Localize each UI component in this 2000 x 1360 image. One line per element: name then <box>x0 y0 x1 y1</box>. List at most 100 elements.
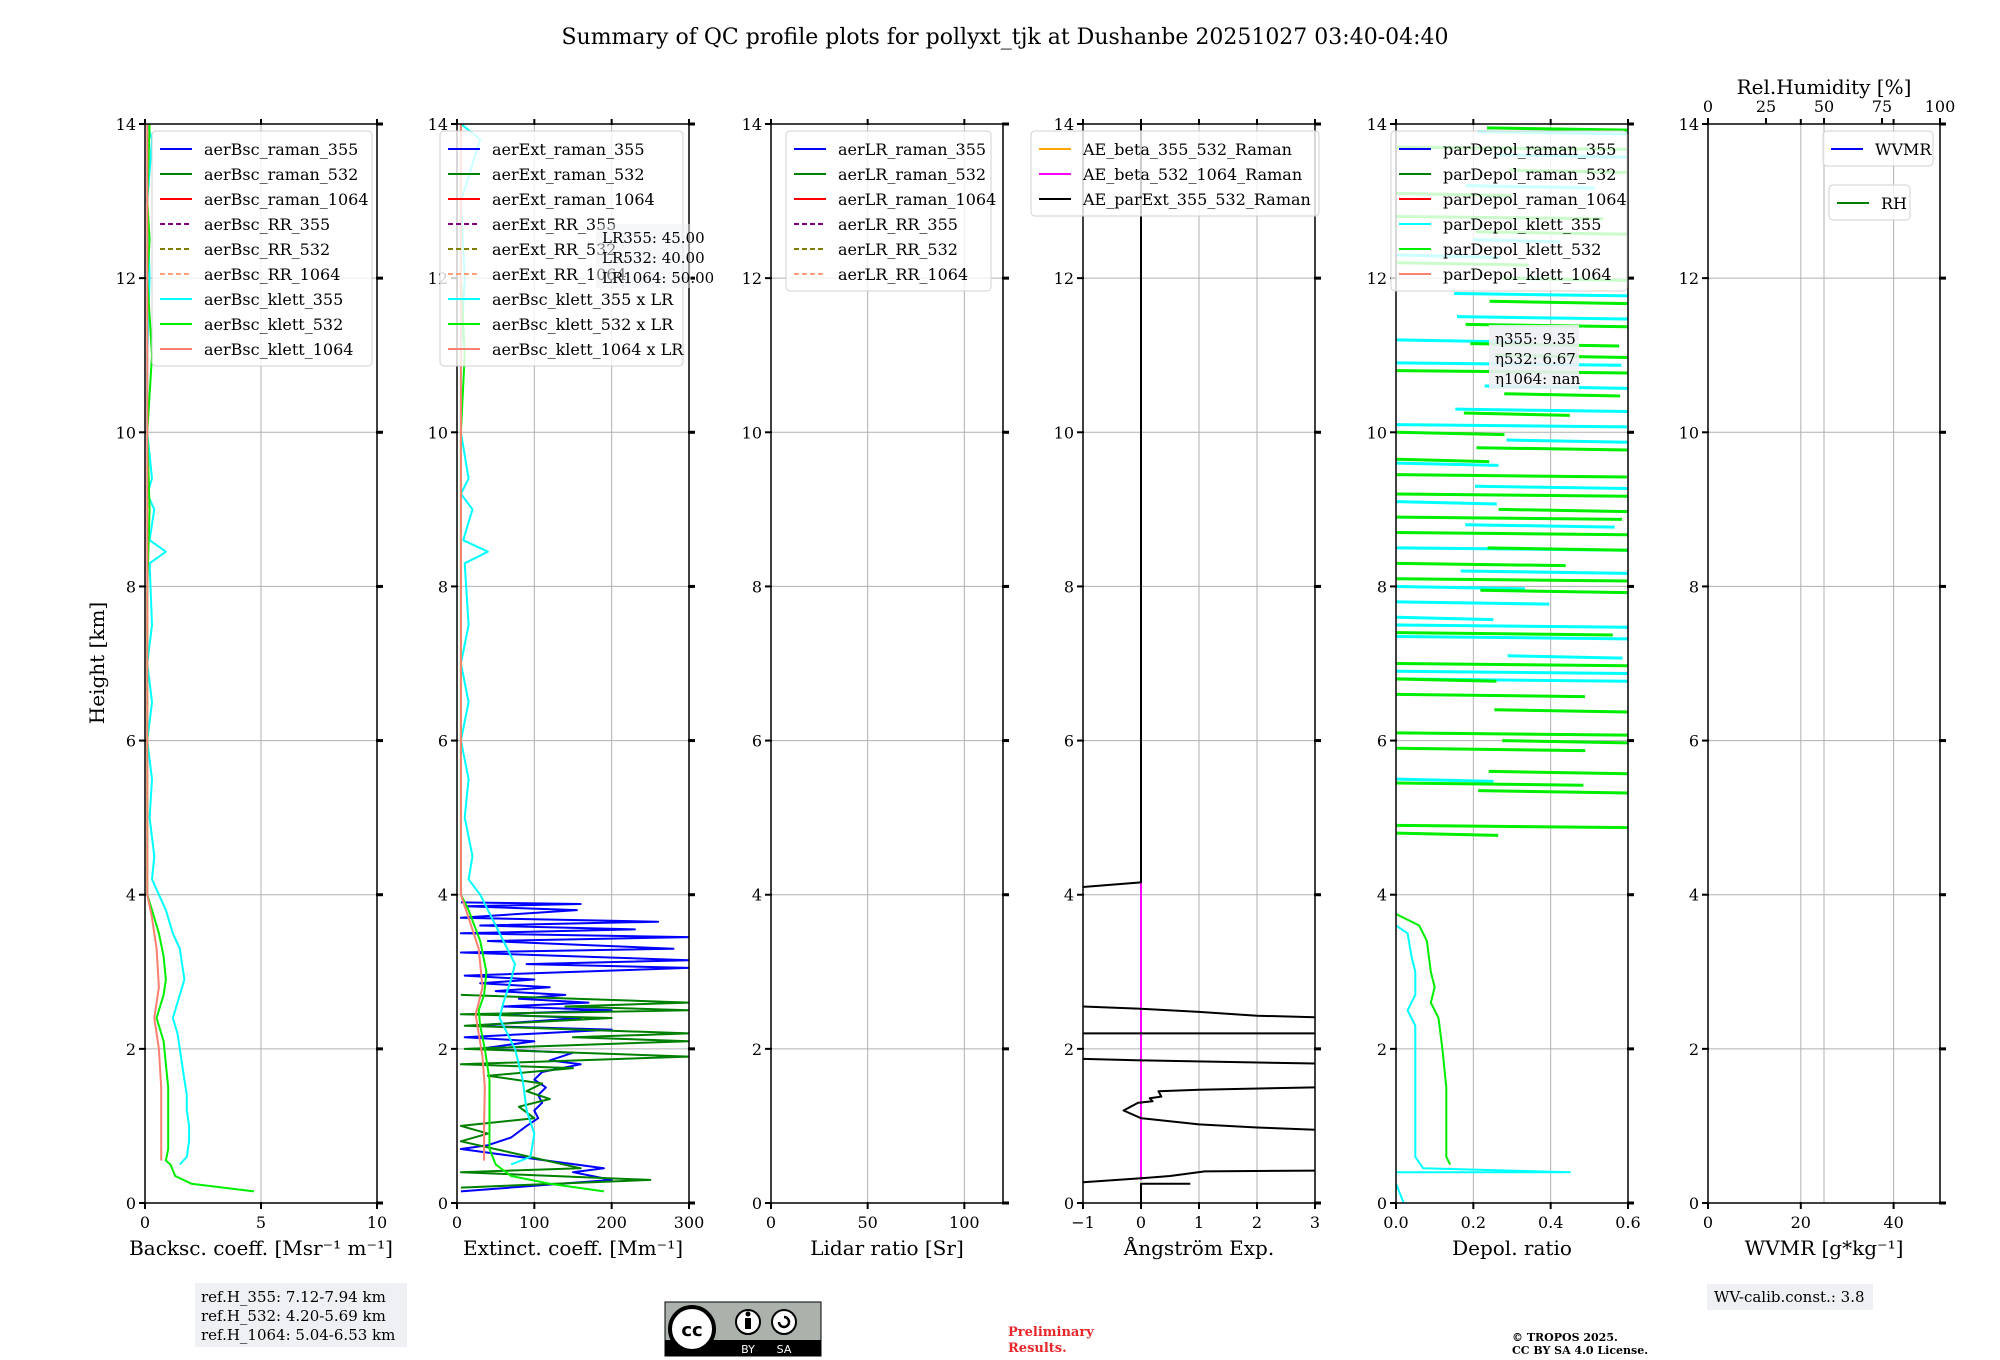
y-tick-label: 14 <box>1054 115 1074 134</box>
x-tick-label: 10 <box>367 1213 387 1232</box>
axes-frame <box>1395 123 1629 1204</box>
y-tick-label: 8 <box>752 577 762 596</box>
depol-klett-532-streak <box>1504 392 1621 398</box>
depol-klett-355-streak <box>1456 315 1628 321</box>
ref-height-1064: ref.H_1064: 5.04-6.53 km <box>201 1326 395 1344</box>
legend-label: aerBsc_klett_355 x LR <box>492 290 674 309</box>
legend-label: aerBsc_raman_355 <box>204 140 358 159</box>
panel-depolarization: 0 2 4 6 8 10 12 14 0.0 0.2 0.4 0.6 Depol. ratio parDe… <box>1367 115 1641 1260</box>
depol-klett-532-streak <box>1396 746 1586 753</box>
x-axis-label: WVMR [g*kg⁻¹] <box>1745 1236 1904 1260</box>
y-tick-label: 6 <box>1064 732 1074 751</box>
depol-klett-532-streak <box>1396 677 1497 683</box>
depol-klett-532-streak <box>1396 457 1490 464</box>
depol-klett-532-streak <box>1476 446 1628 452</box>
y-tick-label: 8 <box>126 577 136 596</box>
y-tick-label: 0 <box>1689 1194 1699 1213</box>
series-line-aerbsc-klett-1064 <box>146 124 163 1161</box>
legend-label: aerBsc_raman_532 <box>204 165 358 184</box>
depol-klett-532-streak <box>1396 515 1622 521</box>
by-person-body <box>745 1318 751 1329</box>
series-line-aerext-raman-355 <box>459 901 689 1193</box>
y-tick-label: 2 <box>1377 1040 1387 1059</box>
sa-arrow <box>777 1315 791 1329</box>
depol-klett-532-streak <box>1396 492 1628 498</box>
legend-label: aerLR_RR_532 <box>838 240 958 259</box>
preliminary-results-line2: Results. <box>1008 1341 1067 1356</box>
depol-klett-355-streak <box>1396 584 1526 591</box>
depol-klett-532-streak <box>1396 692 1585 699</box>
x-axis-label: Backsc. coeff. [Msr⁻¹ m⁻¹] <box>129 1236 393 1260</box>
by-person-head <box>745 1311 751 1317</box>
annotation-text: η1064: nan <box>1495 370 1581 388</box>
cc-text: cc <box>681 1320 702 1341</box>
legend-label: AE_beta_355_532_Raman <box>1082 140 1292 159</box>
y-tick-label: 12 <box>1367 269 1387 288</box>
cc-icon <box>668 1305 716 1353</box>
annotation-box <box>1489 325 1579 389</box>
x-tick-label: 2 <box>1252 1213 1262 1232</box>
x-axis-label: Ångström Exp. <box>1123 1235 1274 1260</box>
series-group <box>459 124 689 1193</box>
depol-klett-532-streak <box>1487 126 1628 132</box>
x-tick-label: 5 <box>256 1213 266 1232</box>
y-tick-label: 6 <box>752 732 762 751</box>
legend-label: RH <box>1881 194 1907 213</box>
legend-label: aerExt_RR_1064 <box>492 265 627 284</box>
x-tick-label: 100 <box>949 1213 980 1232</box>
depol-klett-532-streak <box>1396 561 1566 568</box>
depol-klett-532-streak <box>1494 708 1628 714</box>
legend-label: aerBsc_RR_1064 <box>204 265 340 284</box>
depol-klett-355-streak <box>1454 292 1628 298</box>
copyright-line1: © TROPOS 2025. <box>1512 1331 1618 1344</box>
y-axis-label: Height [km] <box>85 602 109 724</box>
legend-label: parDepol_raman_355 <box>1443 140 1616 159</box>
annotation-text: η532: 6.67 <box>1495 350 1576 368</box>
legend-box <box>151 130 373 367</box>
y-tick-label: 0 <box>438 1194 448 1213</box>
x-tick-label: 1 <box>1194 1213 1204 1232</box>
legend-label: aerExt_RR_355 <box>492 215 616 234</box>
x-tick-label: 0.4 <box>1538 1213 1563 1232</box>
annotation-box <box>596 224 691 288</box>
legend-label: aerLR_raman_532 <box>838 165 986 184</box>
legend-label: aerBsc_RR_532 <box>204 240 330 259</box>
depol-klett-532-streak <box>1396 781 1584 787</box>
legend-label: aerBsc_klett_355 <box>204 290 343 309</box>
annotation-text: η355: 9.35 <box>1495 330 1576 348</box>
badge-by-label: BY <box>741 1343 755 1356</box>
axes-frame <box>770 123 1004 1204</box>
depol-klett-355-streak <box>1396 669 1628 676</box>
legend-label: parDepol_raman_532 <box>1443 165 1616 184</box>
x-top-tick-label: 25 <box>1756 97 1776 116</box>
series-group <box>146 124 255 1193</box>
legend-label: aerBsc_RR_355 <box>204 215 330 234</box>
depol-klett-532-streak <box>1478 789 1628 795</box>
copyright-line2: CC BY SA 4.0 License. <box>1512 1344 1648 1357</box>
y-tick-label: 2 <box>1064 1040 1074 1059</box>
depol-klett-355-streak <box>1506 438 1628 444</box>
depol-klett-532-streak <box>1396 731 1628 737</box>
series-line-pardepol-klett-355 <box>1396 924 1571 1203</box>
series-line-aerext-raman-532 <box>459 993 689 1189</box>
legend-label: aerExt_raman_532 <box>492 165 645 184</box>
x-axis-label: Depol. ratio <box>1452 1236 1572 1260</box>
x-tick-label: 0.0 <box>1383 1213 1408 1232</box>
x-tick-label: 3 <box>1310 1213 1320 1232</box>
depol-klett-532-streak <box>1396 631 1613 637</box>
legend-box <box>1030 130 1320 217</box>
annotation-text: LR532: 40.00 <box>602 249 705 267</box>
x-top-axis-label: Rel.Humidity [%] <box>1737 75 1912 99</box>
depol-klett-532-streak <box>1396 823 1628 830</box>
y-tick-label: 14 <box>116 115 136 134</box>
y-tick-label: 4 <box>752 886 762 905</box>
depol-klett-355-streak <box>1396 423 1627 429</box>
depol-klett-532-streak <box>1463 411 1570 417</box>
depol-klett-532-streak <box>1480 588 1628 595</box>
y-tick-label: 14 <box>1367 115 1387 134</box>
depol-klett-355-streak <box>1474 484 1628 491</box>
